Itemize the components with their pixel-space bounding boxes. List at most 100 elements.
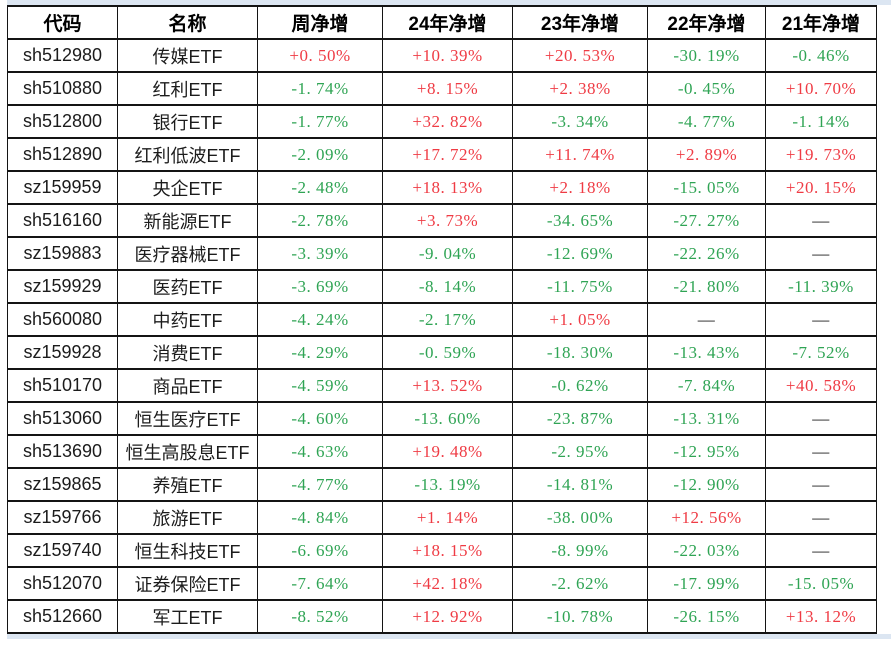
- value-cell[interactable]: +17. 72%: [382, 137, 513, 172]
- column-header-2022[interactable]: 22年净增: [647, 5, 766, 40]
- value-cell[interactable]: -3. 69%: [257, 269, 383, 304]
- value-cell[interactable]: -18. 30%: [512, 335, 648, 370]
- code-cell[interactable]: sh512660: [7, 599, 118, 634]
- value-cell[interactable]: —: [765, 302, 877, 337]
- value-cell[interactable]: +1. 05%: [512, 302, 648, 337]
- value-cell[interactable]: +40. 58%: [765, 368, 877, 403]
- value-cell[interactable]: -14. 81%: [512, 467, 648, 502]
- value-cell[interactable]: -13. 60%: [382, 401, 513, 436]
- code-cell[interactable]: sz159740: [7, 533, 118, 568]
- value-cell[interactable]: -0. 45%: [647, 71, 766, 106]
- value-cell[interactable]: +18. 13%: [382, 170, 513, 205]
- value-cell[interactable]: -9. 04%: [382, 236, 513, 271]
- value-cell[interactable]: +10. 39%: [382, 38, 513, 73]
- column-header-code[interactable]: 代码: [7, 5, 118, 40]
- name-cell[interactable]: 银行ETF: [117, 104, 258, 139]
- value-cell[interactable]: -15. 05%: [765, 566, 877, 601]
- value-cell[interactable]: +19. 48%: [382, 434, 513, 469]
- value-cell[interactable]: —: [765, 500, 877, 535]
- value-cell[interactable]: —: [765, 467, 877, 502]
- value-cell[interactable]: -0. 46%: [765, 38, 877, 73]
- value-cell[interactable]: -4. 60%: [257, 401, 383, 436]
- value-cell[interactable]: -38. 00%: [512, 500, 648, 535]
- value-cell[interactable]: -0. 62%: [512, 368, 648, 403]
- value-cell[interactable]: -2. 78%: [257, 203, 383, 238]
- value-cell[interactable]: -10. 78%: [512, 599, 648, 634]
- name-cell[interactable]: 商品ETF: [117, 368, 258, 403]
- name-cell[interactable]: 旅游ETF: [117, 500, 258, 535]
- value-cell[interactable]: -8. 99%: [512, 533, 648, 568]
- value-cell[interactable]: -8. 52%: [257, 599, 383, 634]
- value-cell[interactable]: -15. 05%: [647, 170, 766, 205]
- value-cell[interactable]: —: [765, 236, 877, 271]
- code-cell[interactable]: sh513060: [7, 401, 118, 436]
- column-header-name[interactable]: 名称: [117, 5, 258, 40]
- value-cell[interactable]: -12. 69%: [512, 236, 648, 271]
- code-cell[interactable]: sh560080: [7, 302, 118, 337]
- value-cell[interactable]: -4. 77%: [647, 104, 766, 139]
- value-cell[interactable]: +2. 18%: [512, 170, 648, 205]
- value-cell[interactable]: +20. 53%: [512, 38, 648, 73]
- name-cell[interactable]: 央企ETF: [117, 170, 258, 205]
- value-cell[interactable]: -1. 14%: [765, 104, 877, 139]
- name-cell[interactable]: 消费ETF: [117, 335, 258, 370]
- code-cell[interactable]: sz159928: [7, 335, 118, 370]
- value-cell[interactable]: -4. 77%: [257, 467, 383, 502]
- value-cell[interactable]: -1. 74%: [257, 71, 383, 106]
- value-cell[interactable]: -21. 80%: [647, 269, 766, 304]
- value-cell[interactable]: +3. 73%: [382, 203, 513, 238]
- code-cell[interactable]: sz159766: [7, 500, 118, 535]
- column-header-2023[interactable]: 23年净增: [512, 5, 648, 40]
- value-cell[interactable]: +19. 73%: [765, 137, 877, 172]
- value-cell[interactable]: -22. 03%: [647, 533, 766, 568]
- value-cell[interactable]: +32. 82%: [382, 104, 513, 139]
- value-cell[interactable]: -2. 17%: [382, 302, 513, 337]
- value-cell[interactable]: -6. 69%: [257, 533, 383, 568]
- value-cell[interactable]: -2. 62%: [512, 566, 648, 601]
- value-cell[interactable]: +11. 74%: [512, 137, 648, 172]
- code-cell[interactable]: sh516160: [7, 203, 118, 238]
- code-cell[interactable]: sh510170: [7, 368, 118, 403]
- code-cell[interactable]: sz159929: [7, 269, 118, 304]
- code-cell[interactable]: sh510880: [7, 71, 118, 106]
- value-cell[interactable]: —: [765, 533, 877, 568]
- value-cell[interactable]: -2. 48%: [257, 170, 383, 205]
- value-cell[interactable]: -3. 39%: [257, 236, 383, 271]
- value-cell[interactable]: -12. 95%: [647, 434, 766, 469]
- value-cell[interactable]: -13. 31%: [647, 401, 766, 436]
- name-cell[interactable]: 红利低波ETF: [117, 137, 258, 172]
- name-cell[interactable]: 证券保险ETF: [117, 566, 258, 601]
- value-cell[interactable]: -13. 43%: [647, 335, 766, 370]
- value-cell[interactable]: -11. 75%: [512, 269, 648, 304]
- code-cell[interactable]: sz159959: [7, 170, 118, 205]
- value-cell[interactable]: +42. 18%: [382, 566, 513, 601]
- column-header-2024[interactable]: 24年净增: [382, 5, 513, 40]
- value-cell[interactable]: -3. 34%: [512, 104, 648, 139]
- code-cell[interactable]: sh513690: [7, 434, 118, 469]
- name-cell[interactable]: 医疗器械ETF: [117, 236, 258, 271]
- value-cell[interactable]: -7. 64%: [257, 566, 383, 601]
- name-cell[interactable]: 传媒ETF: [117, 38, 258, 73]
- name-cell[interactable]: 恒生科技ETF: [117, 533, 258, 568]
- value-cell[interactable]: +10. 70%: [765, 71, 877, 106]
- value-cell[interactable]: -23. 87%: [512, 401, 648, 436]
- value-cell[interactable]: -4. 59%: [257, 368, 383, 403]
- value-cell[interactable]: -11. 39%: [765, 269, 877, 304]
- value-cell[interactable]: -13. 19%: [382, 467, 513, 502]
- value-cell[interactable]: +0. 50%: [257, 38, 383, 73]
- name-cell[interactable]: 军工ETF: [117, 599, 258, 634]
- name-cell[interactable]: 中药ETF: [117, 302, 258, 337]
- value-cell[interactable]: -12. 90%: [647, 467, 766, 502]
- code-cell[interactable]: sh512800: [7, 104, 118, 139]
- value-cell[interactable]: +2. 38%: [512, 71, 648, 106]
- value-cell[interactable]: —: [765, 434, 877, 469]
- value-cell[interactable]: —: [765, 203, 877, 238]
- name-cell[interactable]: 恒生医疗ETF: [117, 401, 258, 436]
- value-cell[interactable]: -30. 19%: [647, 38, 766, 73]
- value-cell[interactable]: +1. 14%: [382, 500, 513, 535]
- name-cell[interactable]: 新能源ETF: [117, 203, 258, 238]
- value-cell[interactable]: -34. 65%: [512, 203, 648, 238]
- value-cell[interactable]: -26. 15%: [647, 599, 766, 634]
- value-cell[interactable]: -4. 24%: [257, 302, 383, 337]
- value-cell[interactable]: -1. 77%: [257, 104, 383, 139]
